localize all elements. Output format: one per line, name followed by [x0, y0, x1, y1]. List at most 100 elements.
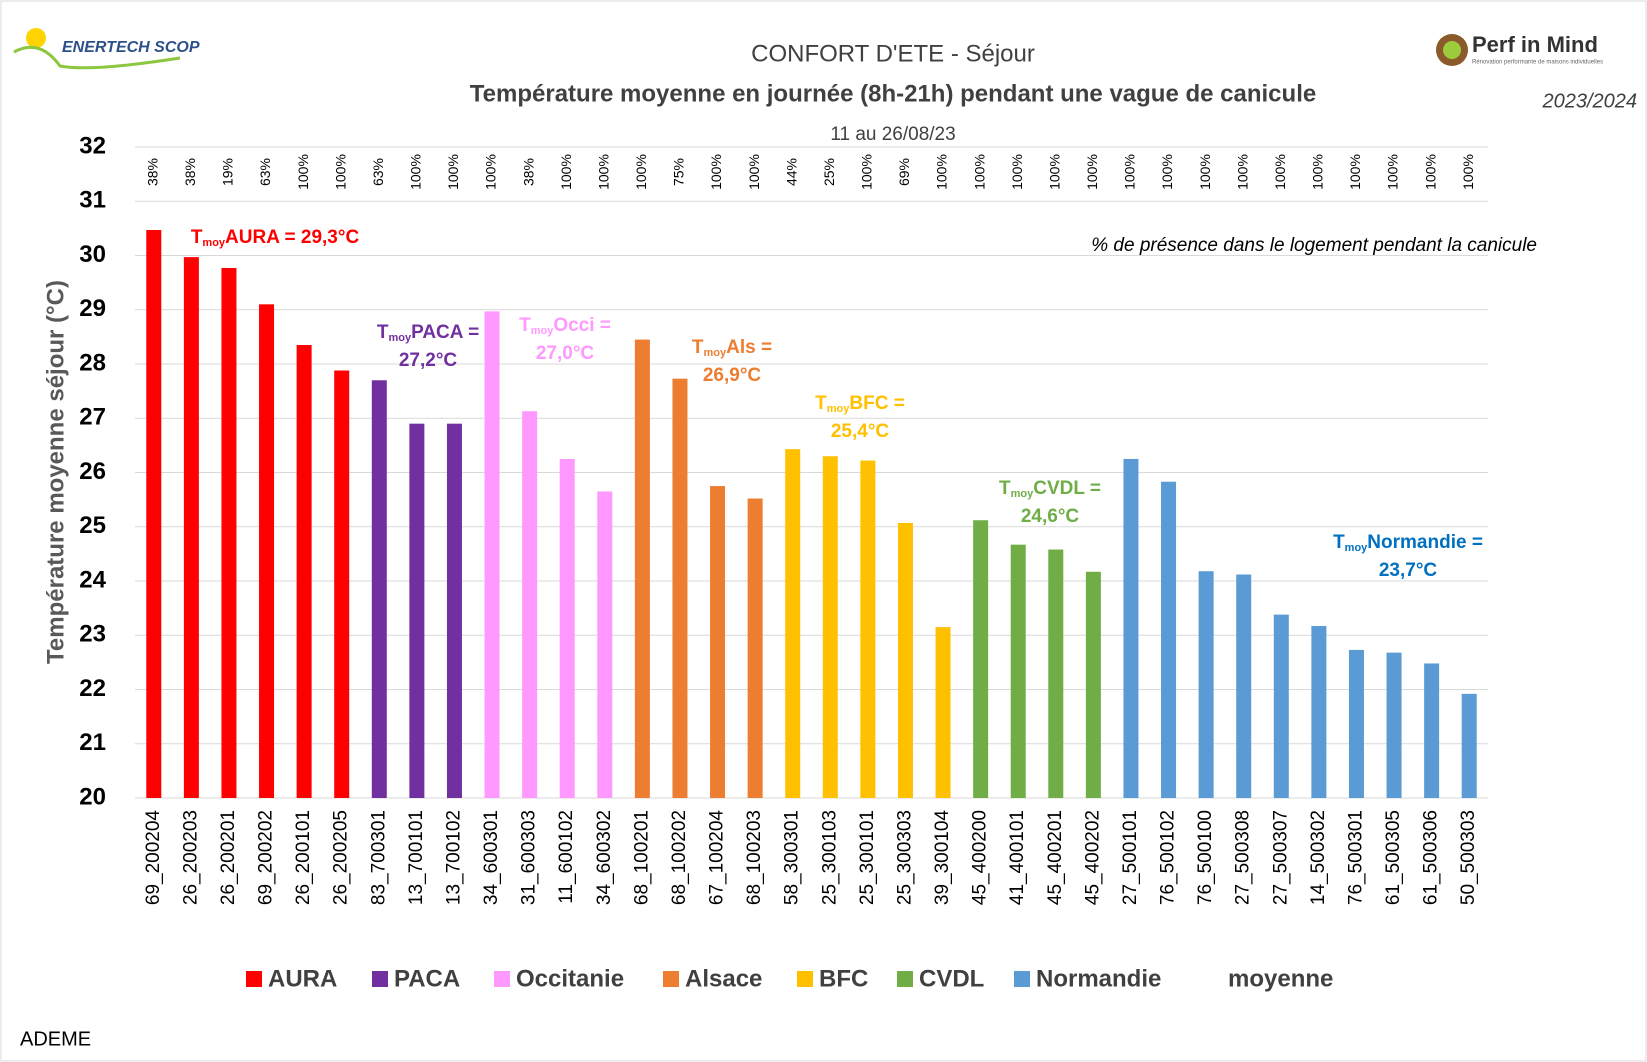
annotation: 27,0°C [536, 343, 595, 364]
legend-label: Normandie [1036, 965, 1161, 992]
bar [785, 449, 801, 798]
x-tick-label: 68_100203 [744, 810, 765, 905]
presence-label: 100% [1046, 154, 1062, 190]
x-tick-label: 41_400101 [1007, 810, 1028, 905]
annotation-lead: T [1333, 532, 1345, 553]
presence-label: 38% [182, 158, 198, 186]
x-tick-label: 39_300104 [932, 810, 953, 906]
x-tick-label: 69_200202 [256, 810, 277, 905]
annotation-text: 27,2°C [399, 350, 458, 371]
y-tick-label: 29 [79, 295, 106, 322]
x-tick-label: 25_300303 [894, 810, 915, 905]
presence-label: 75% [671, 158, 687, 186]
bar [1198, 571, 1214, 798]
presence-label: 69% [896, 158, 912, 186]
right-logo-tagline: Rénovation performante de maisons indivi… [1472, 60, 1603, 66]
annotation: 27,2°C [399, 350, 458, 371]
presence-label: 100% [483, 154, 499, 190]
subtitle: 11 au 26/08/23 [830, 124, 955, 145]
y-tick-label: 26 [79, 458, 106, 485]
legend-label: AURA [268, 965, 337, 992]
left-logo: ENERTECH SCOP [13, 28, 200, 70]
presence-label: 100% [1272, 154, 1288, 190]
right-logo: Perf in Mind Rénovation performante de m… [1436, 32, 1603, 66]
annotation: TmoyOcci = [519, 315, 611, 337]
bar [1348, 649, 1364, 798]
x-tick-label: 45_400202 [1082, 810, 1103, 905]
presence-label: 100% [1385, 154, 1401, 190]
logo-swoosh [13, 45, 181, 70]
bar [446, 423, 462, 798]
presence-label: 100% [859, 154, 875, 190]
bar [409, 423, 425, 798]
bar [146, 230, 162, 798]
bar [559, 458, 575, 798]
annotation-lead: T [377, 322, 389, 343]
annotation: TmoyBFC = [815, 393, 905, 415]
presence-label: 100% [1460, 154, 1476, 190]
x-tick-label: 68_100201 [631, 810, 652, 905]
x-tick-label: 11_600102 [556, 810, 577, 904]
bar [973, 520, 989, 798]
x-tick-label: 34_600301 [481, 810, 502, 905]
legend-swatch [372, 971, 388, 987]
y-tick-label: 24 [79, 566, 106, 593]
legend-label: BFC [819, 965, 868, 992]
logo-sun [26, 28, 46, 48]
x-tick-label: 26_200203 [180, 810, 201, 905]
annotation-text: Normandie = [1367, 532, 1483, 553]
y-tick-label: 23 [79, 621, 106, 648]
bar [935, 627, 951, 798]
legend-swatch [663, 971, 679, 987]
x-tick-label: 67_100204 [707, 810, 728, 906]
annotation-text: 25,4°C [831, 421, 890, 442]
y-tick-label: 28 [79, 349, 106, 376]
presence-label: 100% [408, 154, 424, 190]
x-tick-label: 26_200201 [218, 810, 239, 905]
presence-label: 100% [1197, 154, 1213, 190]
presence-label: 44% [783, 158, 799, 186]
logo-icon-inner [1443, 41, 1461, 59]
bar [1461, 693, 1477, 798]
x-tick-label: 27_500307 [1270, 810, 1291, 905]
presence-label: 100% [1084, 154, 1100, 190]
x-tick-label: 68_100202 [669, 810, 690, 905]
presence-label: 100% [633, 154, 649, 190]
x-tick-label: 27_500308 [1233, 810, 1254, 905]
y-tick-label: 31 [79, 187, 106, 214]
y-tick-label: 22 [79, 675, 106, 702]
annotation-text: BFC = [849, 393, 904, 414]
x-tick-label: 13_700101 [406, 810, 427, 905]
y-tick-label: 21 [79, 729, 106, 756]
x-tick-label: 76_500102 [1158, 810, 1179, 905]
legend-label: CVDL [919, 965, 984, 992]
presence-label: 100% [1009, 154, 1025, 190]
x-tick-label: 50_500303 [1458, 810, 1479, 905]
annotation-text: CVDL = [1033, 478, 1101, 499]
annotation: 24,6°C [1021, 506, 1080, 527]
presence-label: 100% [595, 154, 611, 190]
x-tick-label: 14_500302 [1308, 810, 1329, 905]
annotation-lead: T [815, 393, 827, 414]
annotation-sub: moy [1011, 488, 1035, 500]
legend-swatch [494, 971, 510, 987]
left-logo-text: ENERTECH SCOP [62, 39, 200, 56]
annotation-text: 23,7°C [1379, 560, 1438, 581]
annotation-text: 24,6°C [1021, 506, 1080, 527]
presence-label: 63% [257, 158, 273, 186]
bar [484, 311, 500, 798]
annotation-text: 27,0°C [536, 343, 595, 364]
presence-title: % de présence dans le logement pendant l… [1091, 235, 1537, 256]
legend-label: moyenne [1228, 965, 1333, 992]
legend-label: PACA [394, 965, 460, 992]
source: ADEME [20, 1028, 91, 1050]
presence-label: 38% [520, 158, 536, 186]
annotation-lead: T [519, 315, 531, 336]
legend-label: Alsace [685, 965, 762, 992]
x-tick-label: 27_500101 [1120, 810, 1141, 905]
bar [1386, 652, 1402, 798]
bar [1273, 614, 1289, 798]
x-tick-label: 26_200101 [293, 810, 314, 905]
right-logo-text: Perf in Mind [1472, 32, 1598, 57]
